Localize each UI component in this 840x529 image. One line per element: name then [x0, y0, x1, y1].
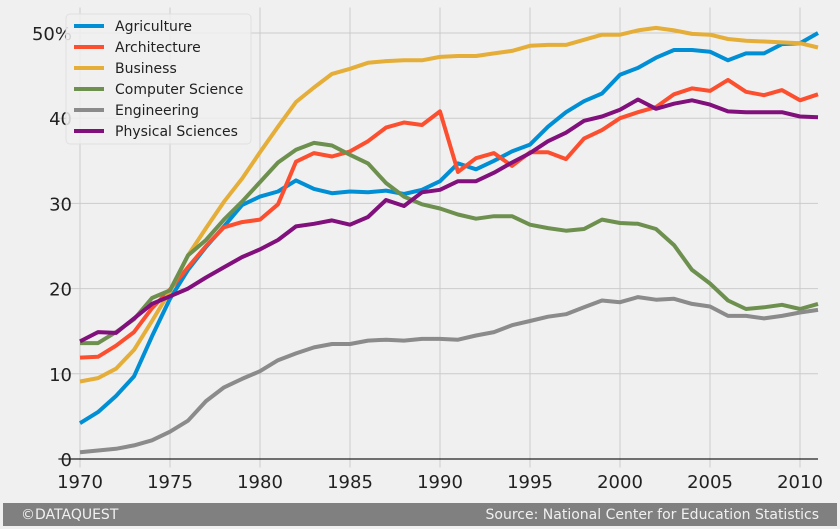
x-tick-label: 1975: [147, 472, 193, 493]
y-tick-label: 0: [61, 450, 72, 471]
y-tick-label: 10: [49, 365, 72, 386]
x-tick-label: 2000: [597, 472, 643, 493]
series-line-physical-sciences: [79, 97, 819, 344]
footer-banner: ©DATAQUEST Source: National Center for E…: [3, 503, 837, 526]
x-axis-ticks: 1970 1975 1980 1985 1990 1995 2000 2005 2010: [57, 472, 823, 493]
x-tick-label: 1970: [57, 472, 103, 493]
legend-label: Physical Sciences: [115, 124, 238, 140]
series-line-business: [79, 25, 819, 384]
series-lines: [78, 25, 819, 455]
legend: Agriculture Architecture Business Computer …: [65, 13, 252, 145]
legend-box: [65, 13, 252, 145]
x-tick-label: 1980: [237, 472, 283, 493]
legend-label: Computer Science: [115, 82, 243, 98]
y-tick-label: 20: [49, 280, 72, 301]
series-line-engineering: [79, 295, 819, 455]
series-line-computer-science: [80, 140, 819, 346]
x-tick-label: 1985: [327, 472, 373, 493]
x-tick-label: 2010: [777, 472, 823, 493]
series-line-architecture: [79, 77, 819, 360]
x-tick-label: 1990: [417, 472, 463, 493]
legend-label: Engineering: [115, 103, 199, 119]
legend-label: Agriculture: [115, 19, 192, 35]
y-tick-label: 30: [49, 194, 72, 215]
legend-label: Architecture: [115, 40, 201, 56]
footer-brand: ©DATAQUEST: [21, 506, 119, 523]
x-tick-label: 2005: [687, 472, 733, 493]
x-tick-label: 1995: [507, 472, 553, 493]
footer-source: Source: National Center for Education St…: [485, 506, 819, 523]
legend-label: Business: [115, 61, 177, 77]
line-chart: 1970 1975 1980 1985 1990 1995 2000 2005 2010 0 10…: [31, 7, 823, 493]
y-tick-label: 50%: [32, 24, 72, 45]
